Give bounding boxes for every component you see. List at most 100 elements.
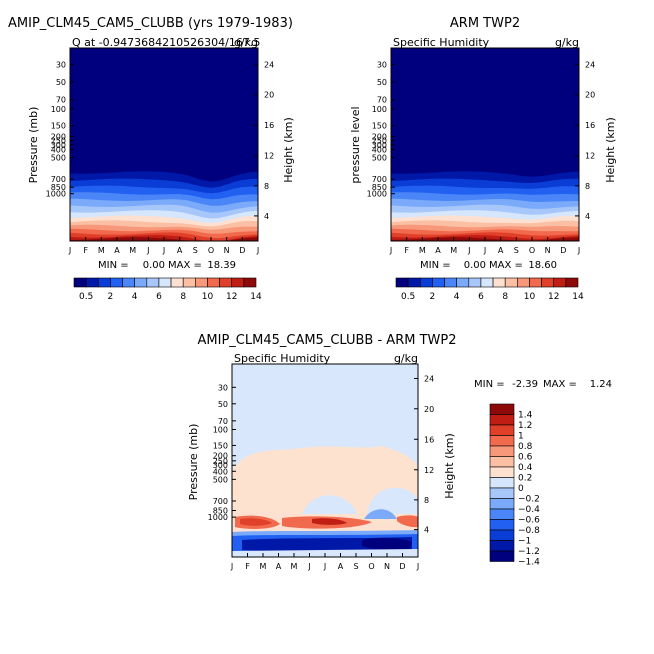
height-tick-label: 24 [264, 60, 274, 69]
pressure-tick-label: 400 [372, 146, 387, 155]
colorbar-tick-label: 6 [478, 292, 484, 302]
month-tick-label: J [416, 562, 419, 571]
pressure-tick-label: 70 [377, 96, 387, 105]
colorbar-swatch [565, 277, 579, 288]
panel1-colorbar: 0.5 2 4 6 8 10 12 14 [73, 277, 262, 302]
pressure-tick-label: 1000 [46, 190, 66, 199]
pressure-tick-label: 700 [51, 175, 66, 184]
month-tick-label: J [483, 246, 486, 255]
colorbar-tick-label: 0.6 [518, 453, 533, 463]
month-tick-label: J [162, 246, 165, 255]
panel1-title: AMIP_CLM45_CAM5_CLUBB (yrs 1979-1983) [8, 16, 293, 31]
month-tick-label: O [529, 246, 535, 255]
colorbar-tick-label: 10 [202, 292, 214, 302]
colorbar-swatch [489, 487, 515, 499]
colorbar-tick-label: 2 [108, 292, 114, 302]
panel2-units: g/kg [555, 36, 579, 49]
pressure-tick-label: 150 [372, 122, 387, 131]
pressure-tick-label: 400 [213, 467, 228, 476]
colorbar-swatch [122, 277, 135, 288]
height-tick-label: 8 [264, 182, 269, 191]
pressure-tick-label: 300 [213, 461, 228, 470]
colorbar-tick-label: 12 [226, 292, 237, 302]
pressure-tick-label: 850 [51, 183, 66, 192]
panel2-title: ARM TWP2 [450, 16, 520, 31]
colorbar-tick-label: −0.8 [518, 526, 540, 536]
panel1-contour-field [70, 48, 258, 241]
panel1-min-value: 0.00 [143, 260, 165, 271]
month-tick-label: O [208, 246, 214, 255]
month-tick-label: A [498, 246, 504, 255]
height-tick-label: 20 [585, 91, 595, 100]
colorbar-swatch [489, 498, 515, 510]
colorbar-swatch [158, 277, 172, 288]
month-tick-label: N [384, 562, 390, 571]
pressure-tick-label: 250 [213, 457, 228, 466]
height-tick-label: 16 [424, 435, 434, 444]
month-tick-label: J [68, 246, 71, 255]
colorbar-swatch [489, 424, 515, 436]
colorbar-swatch [489, 519, 515, 531]
colorbar-swatch [489, 414, 515, 426]
colorbar-swatch [219, 277, 233, 288]
month-tick-label: S [353, 562, 358, 571]
colorbar-tick-label: 1.4 [518, 411, 533, 421]
colorbar-swatch [419, 277, 433, 288]
month-tick-label: M [260, 562, 267, 571]
pressure-tick-label: 200 [372, 132, 387, 141]
month-tick-label: M [291, 562, 298, 571]
panel2-max-value: 18.60 [528, 260, 557, 271]
month-tick-label: J [256, 246, 259, 255]
colorbar-tick-label: 8 [180, 292, 186, 302]
panel2-max-label: MAX = [489, 260, 523, 271]
pressure-tick-label: 50 [56, 78, 66, 87]
colorbar-swatch [73, 277, 87, 288]
pressure-tick-label: 150 [51, 122, 66, 131]
colorbar-swatch [207, 277, 220, 288]
month-tick-label: A [338, 562, 344, 571]
height-tick-label: 16 [585, 121, 595, 130]
colorbar-tick-label: 4 [454, 292, 460, 302]
colorbar-swatch [146, 277, 160, 288]
colorbar-swatch [489, 477, 515, 489]
colorbar-swatch [432, 277, 445, 288]
pressure-tick-label: 400 [51, 146, 66, 155]
colorbar-swatch [489, 508, 515, 520]
pressure-tick-label: 70 [56, 96, 66, 105]
panel3-min-value: -2.39 [512, 379, 538, 390]
month-tick-label: A [177, 246, 183, 255]
colorbar-tick-label: −1.4 [518, 558, 540, 568]
month-tick-label: J [389, 246, 392, 255]
pressure-tick-label: 850 [213, 507, 228, 516]
colorbar-swatch [517, 277, 530, 288]
colorbar-tick-label: 14 [250, 292, 262, 302]
month-tick-label: A [276, 562, 282, 571]
panel1-max-label: MAX = [168, 260, 202, 271]
panel3-min-label: MIN = [474, 379, 505, 390]
pressure-tick-label: 250 [51, 137, 66, 146]
panel2-ylabel: pressure level [349, 106, 362, 183]
panel1-min-label: MIN = [98, 260, 129, 271]
colorbar-swatch [243, 277, 257, 288]
height-tick-label: 20 [424, 405, 434, 414]
height-tick-label: 24 [585, 60, 595, 69]
pressure-tick-label: 30 [56, 60, 66, 69]
colorbar-swatch [553, 277, 567, 288]
colorbar-swatch [456, 277, 470, 288]
pressure-tick-label: 70 [218, 417, 228, 426]
panel2-contour-field [391, 48, 579, 241]
panel1-units: g/kg [234, 36, 258, 49]
colorbar-swatch [110, 277, 123, 288]
pressure-tick-label: 100 [51, 105, 66, 114]
pressure-tick-label: 500 [51, 153, 66, 162]
height-tick-label: 4 [585, 212, 590, 221]
colorbar-swatch [489, 445, 515, 457]
pressure-tick-label: 30 [218, 383, 228, 392]
colorbar-tick-label: 10 [524, 292, 536, 302]
colorbar-swatch [231, 277, 245, 288]
month-tick-label: J [230, 562, 233, 571]
pressure-tick-label: 250 [372, 137, 387, 146]
pressure-tick-label: 700 [213, 497, 228, 506]
colorbar-tick-label: 0.5 [401, 292, 415, 302]
